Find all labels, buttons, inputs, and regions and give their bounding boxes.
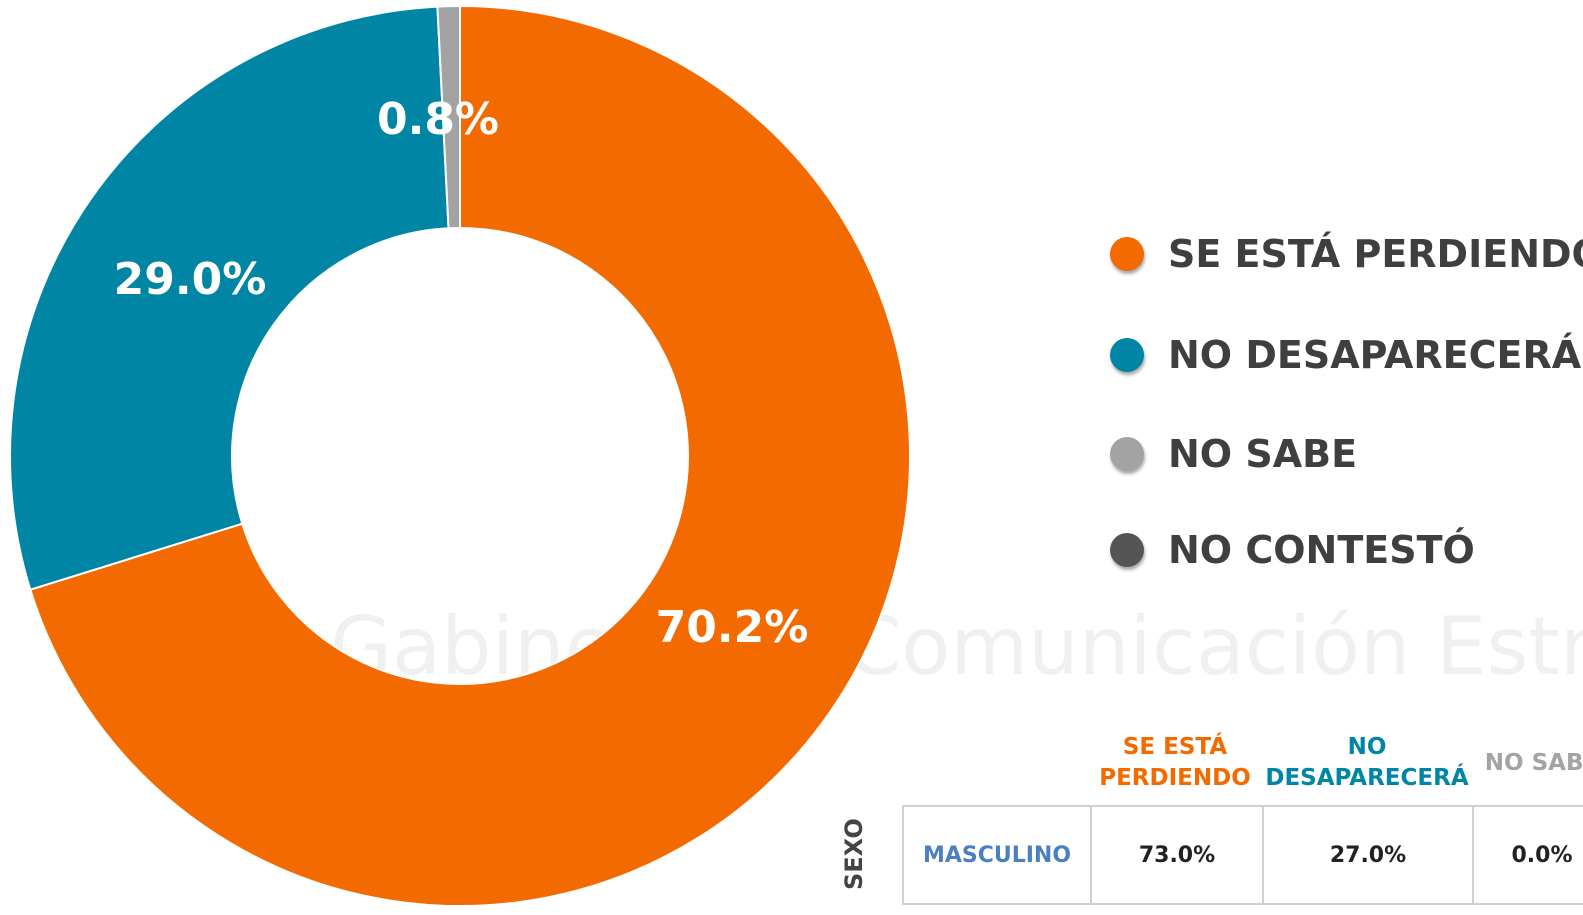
- legend-label: NO CONTESTÓ: [1168, 528, 1475, 572]
- donut-slice: [436, 4, 461, 230]
- legend-marker: [1110, 437, 1144, 471]
- table-cell: 73.0%: [1090, 805, 1264, 905]
- column-header: SE ESTÁ PERDIENDO: [1099, 734, 1251, 791]
- legend-item: NO CONTESTÓ: [1110, 528, 1475, 572]
- data-label: 0.8%: [377, 94, 499, 145]
- table-cell: 0.0%: [1472, 805, 1583, 905]
- column-header: NO DESAPARECERÁ: [1265, 734, 1469, 791]
- legend-item: NO SABE: [1110, 432, 1357, 476]
- legend-label: SE ESTÁ PERDIENDO: [1168, 232, 1583, 276]
- legend-label: NO DESAPARECERÁ: [1168, 333, 1582, 377]
- legend-label: NO SABE: [1168, 432, 1358, 476]
- legend-item: SE ESTÁ PERDIENDO: [1110, 232, 1583, 276]
- legend-marker: [1110, 338, 1144, 372]
- row-header: MASCULINO: [902, 805, 1092, 905]
- donut-slice: [29, 4, 911, 907]
- data-label: 29.0%: [114, 254, 267, 305]
- donut-slice: [9, 5, 450, 591]
- column-header: NO SABE: [1484, 750, 1583, 776]
- data-label: 70.2%: [656, 602, 809, 653]
- table-cell: 27.0%: [1262, 805, 1474, 905]
- legend-marker: [1110, 237, 1144, 271]
- legend-marker: [1110, 533, 1144, 567]
- side-label: SEXO: [840, 818, 868, 890]
- legend-item: NO DESAPARECERÁ: [1110, 333, 1581, 377]
